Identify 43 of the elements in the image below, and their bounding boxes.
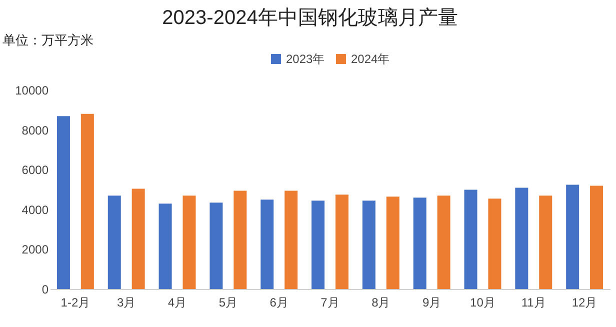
y-tick-label: 4000 [22, 202, 49, 217]
chart-title: 2023-2024年中国钢化玻璃月产量 [162, 7, 458, 29]
bar [515, 188, 528, 289]
bar [108, 196, 121, 289]
bar [566, 184, 580, 289]
x-tick-label: 5月 [218, 296, 238, 310]
x-tick-label: 7月 [320, 296, 340, 310]
bar [362, 200, 376, 289]
x-tick-label: 6月 [270, 296, 288, 310]
bar [284, 190, 298, 289]
y-tick-label: 10000 [15, 84, 49, 98]
y-tick-label: 0 [42, 282, 49, 296]
x-tick-label: 8月 [372, 296, 390, 310]
legend-label: 2023年 [286, 52, 325, 66]
bar [158, 204, 172, 289]
bar [210, 202, 223, 289]
bar [590, 186, 604, 289]
bar [56, 116, 70, 289]
x-tick-label: 9月 [422, 296, 442, 310]
bar [413, 198, 426, 289]
bar [335, 194, 348, 289]
bar [80, 114, 94, 289]
x-tick-label: 3月 [117, 296, 136, 310]
bar [234, 190, 247, 289]
bar [539, 196, 552, 289]
y-tick-label: 2000 [22, 242, 49, 257]
y-axis-title: 单位：万平方米 [2, 32, 94, 48]
bar [260, 200, 274, 289]
bar [464, 190, 478, 289]
bar [437, 196, 450, 289]
bar [132, 188, 145, 289]
y-tick-label: 8000 [22, 123, 49, 138]
bar [312, 200, 325, 289]
bar [386, 196, 400, 289]
x-tick-label: 12月 [572, 296, 598, 310]
x-tick-label: 4月 [168, 296, 187, 310]
x-tick-label: 1-2月 [60, 296, 90, 310]
bar [182, 196, 196, 289]
legend-label: 2024年 [351, 52, 390, 66]
y-tick-label: 6000 [22, 163, 49, 178]
x-tick-label: 10月 [470, 296, 496, 310]
bar [488, 198, 502, 289]
x-tick-label: 11月 [521, 296, 546, 310]
